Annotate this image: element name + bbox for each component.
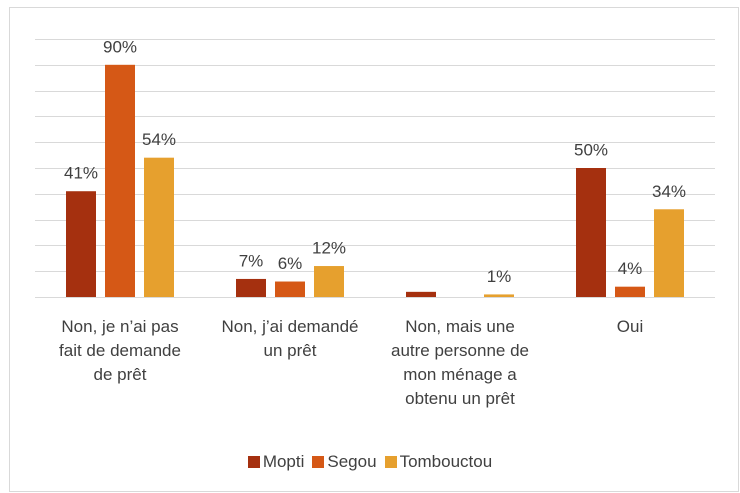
legend-swatch	[247, 456, 260, 468]
legend-item: Segou	[312, 452, 377, 472]
data-label: 90%	[103, 37, 137, 56]
legend-swatch	[384, 456, 397, 468]
x-tick-label: Non, mais une autre personne de mon ména…	[391, 317, 529, 408]
data-label: 4%	[618, 259, 643, 278]
legend-label: Tombouctou	[399, 452, 493, 471]
bar	[615, 286, 645, 297]
bar	[314, 266, 344, 297]
bar	[66, 191, 96, 297]
bar	[484, 294, 514, 297]
data-label: 41%	[64, 164, 98, 183]
bar	[654, 209, 684, 297]
data-label: 6%	[278, 254, 303, 273]
bar	[576, 168, 606, 297]
data-label: 1%	[487, 267, 512, 286]
legend-label: Mopti	[262, 452, 305, 471]
x-tick-label: Non, je n’ai pas fait de demande de prêt	[59, 317, 181, 384]
bar	[236, 278, 266, 297]
legend: Mopti Segou Tombouctou	[0, 452, 740, 472]
legend-swatch	[312, 456, 325, 468]
legend-label: Segou	[327, 452, 377, 471]
bar	[275, 281, 305, 297]
data-label: 7%	[239, 251, 264, 270]
bar	[105, 64, 135, 297]
legend-item: Mopti	[247, 452, 305, 472]
data-label: 50%	[574, 140, 608, 159]
legend-item: Tombouctou	[384, 452, 493, 472]
chart-border	[9, 7, 739, 492]
data-label: 54%	[142, 130, 176, 149]
data-label: 12%	[312, 239, 346, 258]
bar	[144, 157, 174, 297]
bar	[406, 291, 436, 297]
x-tick-label: Oui	[616, 317, 644, 336]
data-label: 34%	[652, 182, 686, 201]
x-tick-label: Non, j’ai demandé un prêt	[221, 317, 359, 360]
